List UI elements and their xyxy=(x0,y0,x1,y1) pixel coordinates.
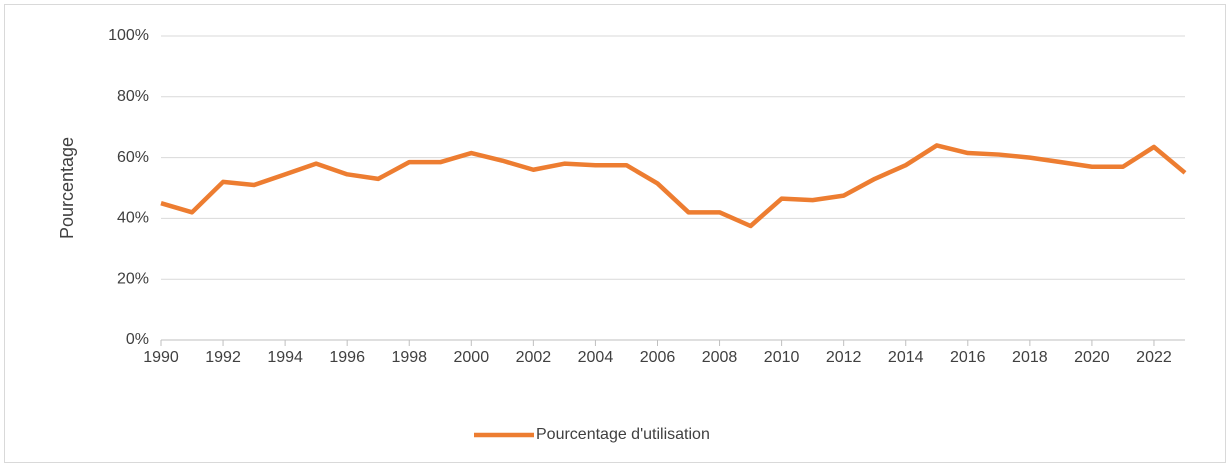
x-tick-label: 1992 xyxy=(205,349,241,366)
x-tick-label: 1990 xyxy=(143,349,179,366)
x-tick-label: 1996 xyxy=(329,349,365,366)
x-tick-label: 2016 xyxy=(950,349,986,366)
x-tick-label: 2010 xyxy=(764,349,800,366)
legend-label: Pourcentage d'utilisation xyxy=(536,426,710,443)
chart-border xyxy=(4,4,1226,463)
y-tick-label: 60% xyxy=(117,149,149,166)
x-tick-label: 1994 xyxy=(267,349,303,366)
y-tick-label: 0% xyxy=(126,331,149,348)
x-tick-label: 1998 xyxy=(391,349,427,366)
x-tick-label: 2020 xyxy=(1074,349,1110,366)
y-tick-label: 20% xyxy=(117,270,149,287)
x-tick-label: 2018 xyxy=(1012,349,1048,366)
x-tick-label: 2014 xyxy=(888,349,924,366)
line xyxy=(160,143,1187,229)
x-tick-label: 2004 xyxy=(578,349,614,366)
x-tick-label: 2000 xyxy=(454,349,490,366)
x-tick-label: 2002 xyxy=(516,349,552,366)
x-tick-label: 2012 xyxy=(826,349,862,366)
y-tick-label: 100% xyxy=(108,27,149,44)
y-tick-label: 40% xyxy=(117,210,149,227)
x-tick-label: 2022 xyxy=(1136,349,1172,366)
x-tick-label: 2008 xyxy=(702,349,738,366)
x-tick-label: 2006 xyxy=(640,349,676,366)
y-tick-label: 80% xyxy=(117,88,149,105)
y-axis-label: Pourcentage xyxy=(57,137,77,239)
